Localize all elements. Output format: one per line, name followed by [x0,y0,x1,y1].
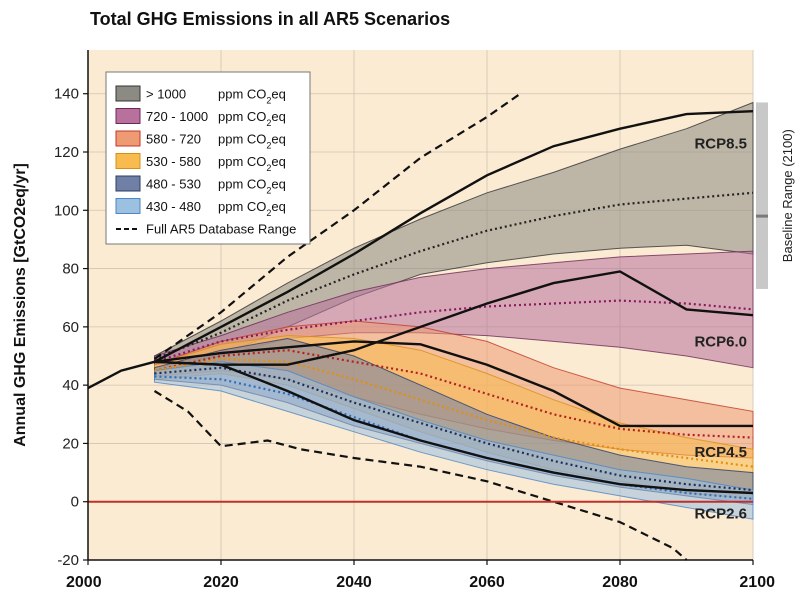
legend-swatch [115,153,141,169]
rcp-label: RCP8.5 [694,135,747,152]
baseline-range-label: Baseline Range (2100) [780,129,795,262]
x-tick-label: 2040 [336,574,372,591]
y-tick-label: 100 [54,202,79,219]
legend-label: 720 - 1000 [146,109,208,124]
rcp-label: RCP2.6 [694,505,747,522]
legend-label: > 1000 [146,87,186,102]
y-tick-label: 140 [54,86,79,103]
y-tick-label: 20 [62,435,79,452]
baseline-range-rect [756,102,768,289]
historical-emissions-line [87,360,155,390]
rcp-label: RCP4.5 [694,444,747,461]
median-580-720 [154,349,754,439]
y-tick-label: 0 [71,494,79,511]
scenario-bands [154,101,754,520]
median--1000 [154,191,754,360]
legend-label: 480 - 530 [146,177,201,192]
chart-title: Total GHG Emissions in all AR5 Scenarios [90,9,450,29]
band-430-480 [154,361,754,520]
y-tick-label: -20 [57,552,79,569]
x-tick-label: 2100 [739,574,775,591]
legend-swatch [115,130,141,147]
legend-label: 430 - 480 [146,199,201,214]
y-tick-label: 120 [54,144,79,161]
x-tick-label: 2060 [469,574,505,591]
y-tick-labels: -20 0 20 40 60 80 100 120 140 [54,86,88,569]
x-tick-label: 2000 [66,574,102,591]
median-480-530 [154,366,754,492]
x-tick-labels: 2000 2020 2040 2060 2080 2100 [66,560,775,591]
legend-swatch [115,108,141,124]
median-530-580 [154,357,754,468]
baseline-range-bar: Baseline Range (2100) [756,102,795,289]
historical-line [87,360,155,390]
legend-label: 580 - 720 [146,132,201,147]
rcp-label: RCP6.0 [694,333,747,350]
pathway-rcp4-5 [154,340,753,428]
median-430-480 [154,375,754,500]
scenario-median-lines [154,191,754,500]
database-range-lower [153,390,688,561]
legend-swatch [115,175,141,192]
axes [87,50,753,561]
pathway-rcp6-0 [154,270,754,366]
rcp-labels: RCP8.5 RCP6.0 RCP4.5 RCP2.6 [694,135,747,522]
y-tick-label: 80 [62,261,79,278]
legend-entry: Full AR5 Database Range [116,222,296,237]
x-tick-label: 2020 [203,574,239,591]
rcp-pathway-lines [153,110,754,495]
database-range-upper [153,92,521,360]
y-axis-label: Annual GHG Emissions [GtCO2eq/yr] [12,163,29,447]
baseline-range-median [756,214,768,218]
legend-swatch [115,198,141,214]
legend-label: 530 - 580 [146,154,201,169]
y-tick-label: 60 [62,319,79,336]
pathway-rcp2-6 [154,360,754,495]
legend-label: Full AR5 Database Range [146,222,296,237]
legend-swatch [115,85,141,102]
x-tick-label: 2080 [602,574,638,591]
legend-entry: 580 - 720 ppm CO2eq [115,130,286,151]
database-range-lines [153,92,688,561]
y-tick-label: 40 [62,377,79,394]
pathway-rcp8-5 [153,110,754,363]
